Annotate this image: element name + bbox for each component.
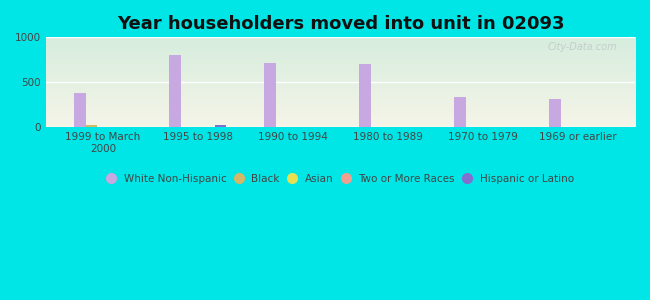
Bar: [170, 55, 181, 127]
Bar: [75, 93, 86, 127]
Legend: White Non-Hispanic, Black, Asian, Two or More Races, Hispanic or Latino: White Non-Hispanic, Black, Asian, Two or…: [104, 170, 577, 187]
Bar: [549, 99, 561, 127]
Title: Year householders moved into unit in 02093: Year householders moved into unit in 020…: [117, 15, 564, 33]
Bar: [454, 97, 466, 127]
Bar: [215, 124, 226, 127]
Bar: [359, 64, 371, 127]
Bar: [265, 62, 276, 127]
Bar: [86, 125, 97, 127]
Text: City-Data.com: City-Data.com: [548, 42, 617, 52]
